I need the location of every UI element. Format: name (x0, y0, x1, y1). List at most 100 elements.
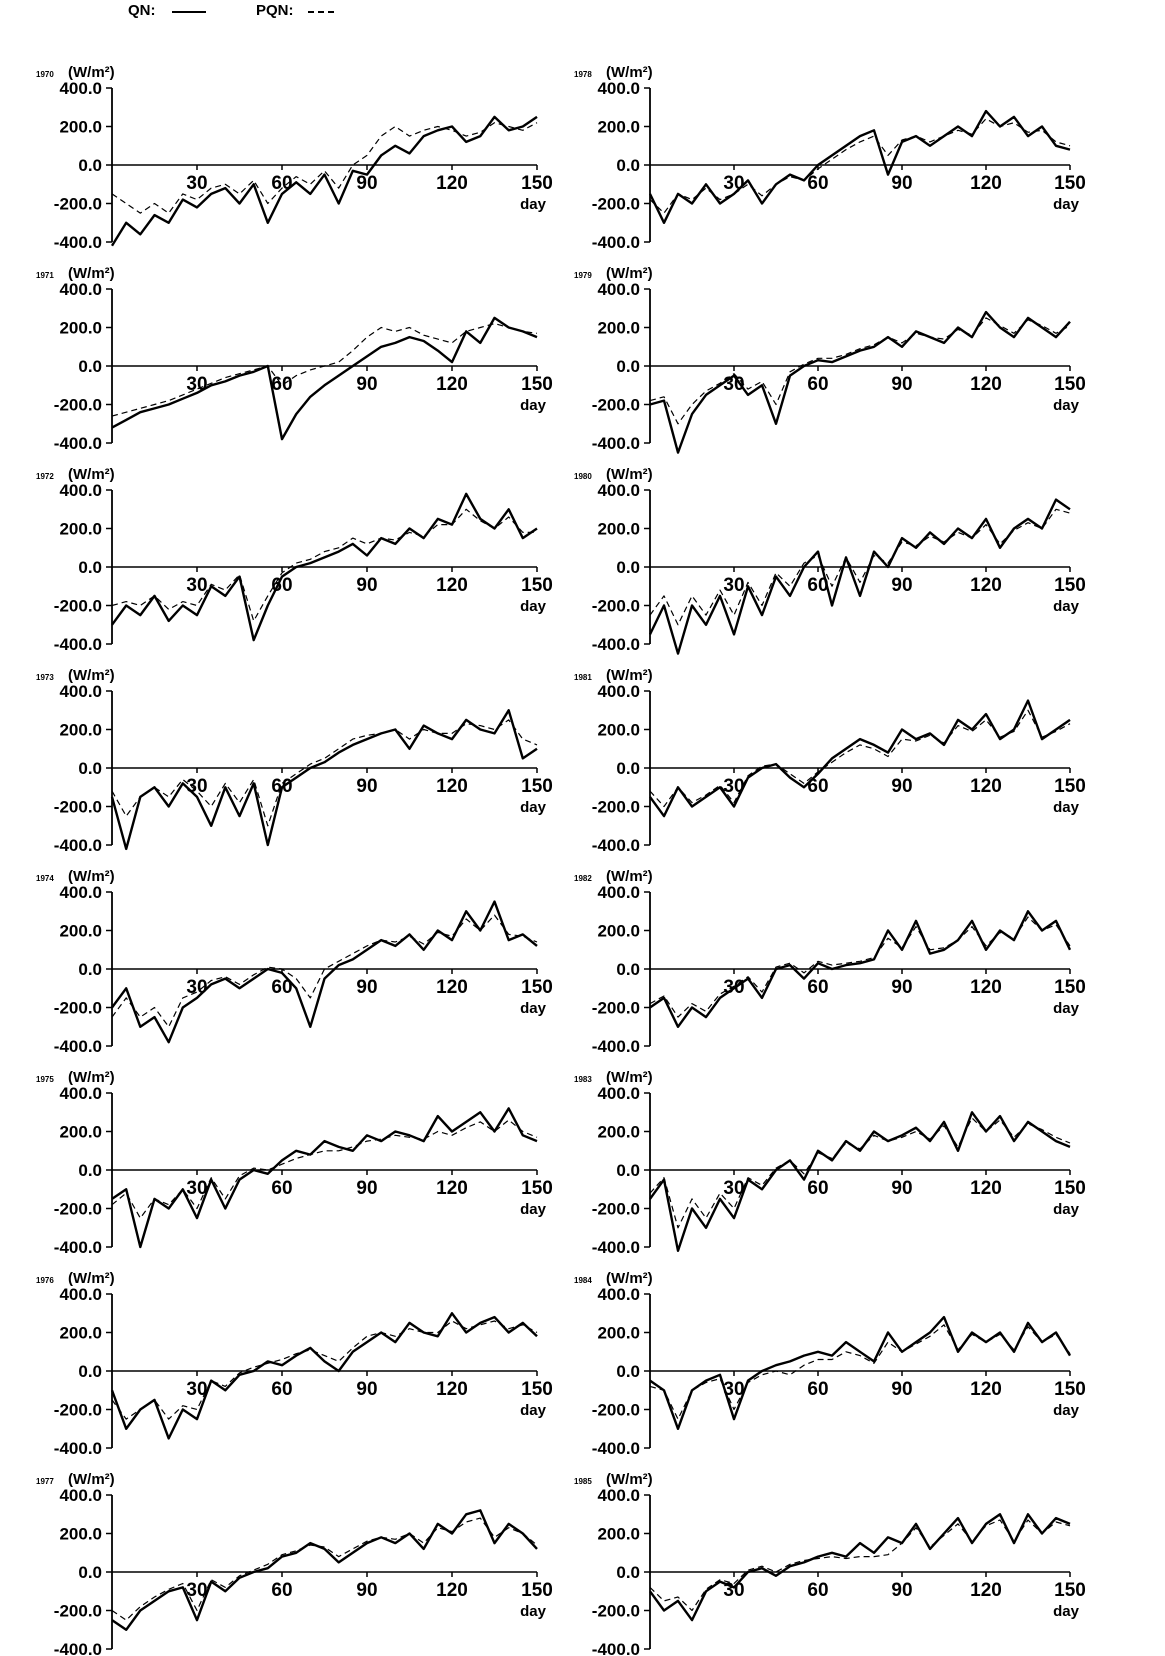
x-tick-label: 120 (436, 1379, 468, 1400)
x-tick-label: 30 (186, 173, 207, 194)
x-tick-label: 120 (970, 374, 1002, 395)
y-tick-label: 200.0 (59, 118, 102, 137)
x-axis-label: day (1053, 598, 1080, 615)
x-tick-label: 150 (521, 173, 553, 194)
series-line-pqn (111, 323, 538, 417)
x-tick-label: 60 (271, 575, 292, 596)
x-tick-label: 120 (970, 173, 1002, 194)
x-tick-label: 120 (436, 977, 468, 998)
series-line-qn (110, 709, 538, 851)
series-line-qn (111, 900, 538, 1044)
y-tick-label: -200.0 (592, 1401, 640, 1420)
series-line-qn (649, 310, 1071, 454)
x-tick-label: 60 (271, 977, 292, 998)
y-tick-label: 200.0 (597, 1525, 640, 1544)
x-tick-label: 90 (356, 776, 377, 797)
x-tick-label: 150 (1054, 1379, 1086, 1400)
x-tick-label: 150 (521, 776, 553, 797)
panel-1974: 1974 (W/m²)400.0 200.0 0.0 -200.0 -400.0 30 60 9… (36, 868, 553, 1056)
x-axis-label: day (520, 799, 547, 816)
series-line-qn (649, 699, 1071, 818)
y-tick-label: -400.0 (54, 836, 102, 855)
x-tick-label: 60 (807, 575, 828, 596)
y-tick-label: -400.0 (592, 1640, 640, 1656)
panel-year-label: 1982 (574, 874, 592, 883)
y-tick-label: 0.0 (78, 1362, 102, 1381)
x-tick-label: 90 (891, 374, 912, 395)
y-tick-label: 200.0 (597, 319, 640, 338)
panel-year-label: 1985 (574, 1477, 592, 1486)
panel-year-label: 1975 (36, 1075, 54, 1084)
y-axis-unit-label: (W/m²) (68, 1069, 115, 1086)
y-axis-unit-label: (W/m²) (606, 64, 653, 81)
x-tick-label: 90 (891, 173, 912, 194)
y-tick-label: -400.0 (592, 434, 640, 453)
y-tick-label: -400.0 (54, 1238, 102, 1257)
x-axis-label: day (1053, 397, 1080, 414)
x-tick-label: 150 (1054, 776, 1086, 797)
y-tick-label: -400.0 (592, 836, 640, 855)
y-tick-label: 400.0 (597, 280, 640, 299)
x-tick-label: 90 (356, 1379, 377, 1400)
y-axis-unit-label: (W/m²) (68, 868, 115, 885)
y-axis-unit-label: (W/m²) (606, 466, 653, 483)
x-axis-label: day (1053, 196, 1080, 213)
series-line-qn (111, 492, 538, 642)
y-tick-label: -400.0 (592, 1238, 640, 1257)
y-tick-label: 400.0 (59, 280, 102, 299)
series-line-pqn (649, 916, 1071, 1018)
y-tick-label: 200.0 (59, 1123, 102, 1142)
panel-year-label: 1977 (36, 1477, 54, 1486)
y-axis-unit-label: (W/m²) (68, 265, 115, 282)
panel-year-label: 1984 (574, 1276, 592, 1285)
y-tick-label: 400.0 (597, 79, 640, 98)
legend-pqn-label: PQN: (256, 2, 294, 19)
x-tick-label: 90 (356, 977, 377, 998)
x-tick-label: 90 (891, 1178, 912, 1199)
y-axis-unit-label: (W/m²) (606, 1471, 653, 1488)
x-tick-label: 150 (521, 977, 553, 998)
y-tick-label: 400.0 (597, 883, 640, 902)
y-tick-label: 400.0 (59, 1084, 102, 1103)
x-tick-label: 60 (271, 173, 292, 194)
x-tick-label: 30 (723, 1178, 744, 1199)
y-tick-label: 0.0 (616, 759, 640, 778)
y-tick-label: -200.0 (592, 396, 640, 415)
x-tick-label: 150 (521, 1580, 553, 1601)
x-tick-label: 30 (186, 575, 207, 596)
x-tick-label: 60 (271, 1379, 292, 1400)
x-tick-label: 60 (807, 1580, 828, 1601)
x-axis-label: day (520, 1402, 547, 1419)
y-tick-label: -400.0 (592, 1037, 640, 1056)
y-tick-label: 0.0 (78, 558, 102, 577)
x-axis-label: day (1053, 1201, 1080, 1218)
y-tick-label: 200.0 (59, 922, 102, 941)
x-axis-label: day (1053, 1603, 1080, 1620)
panel-1980: 1980 (W/m²)400.0 200.0 0.0 -200.0 -400.0 30 60 9… (574, 466, 1086, 655)
x-tick-label: 120 (970, 575, 1002, 596)
series-line-qn (648, 109, 1071, 225)
panel-year-label: 1972 (36, 472, 54, 481)
y-tick-label: -200.0 (592, 798, 640, 817)
y-axis-unit-label: (W/m²) (68, 667, 115, 684)
x-axis-label: day (520, 397, 547, 414)
panel-1978: 1978 (W/m²)400.0 200.0 0.0 -200.0 -400.0 30 60 9… (574, 64, 1086, 252)
series-line-pqn (649, 118, 1071, 214)
y-tick-label: 400.0 (59, 79, 102, 98)
x-tick-label: 120 (970, 1379, 1002, 1400)
series-line-qn (649, 1315, 1072, 1431)
y-tick-label: -400.0 (54, 1037, 102, 1056)
y-tick-label: -200.0 (54, 999, 102, 1018)
x-tick-label: 30 (186, 1178, 207, 1199)
y-axis-unit-label: (W/m²) (68, 64, 115, 81)
y-axis-unit-label: (W/m²) (68, 1270, 115, 1287)
series-line-qn (649, 910, 1072, 1029)
panel-year-label: 1978 (574, 70, 592, 79)
panel-1976: 1976 (W/m²)400.0 200.0 0.0 -200.0 -400.0 30 60 9… (36, 1270, 553, 1458)
y-tick-label: -200.0 (54, 1401, 102, 1420)
x-tick-label: 30 (723, 575, 744, 596)
x-tick-label: 120 (436, 374, 468, 395)
x-axis-label: day (520, 1201, 547, 1218)
